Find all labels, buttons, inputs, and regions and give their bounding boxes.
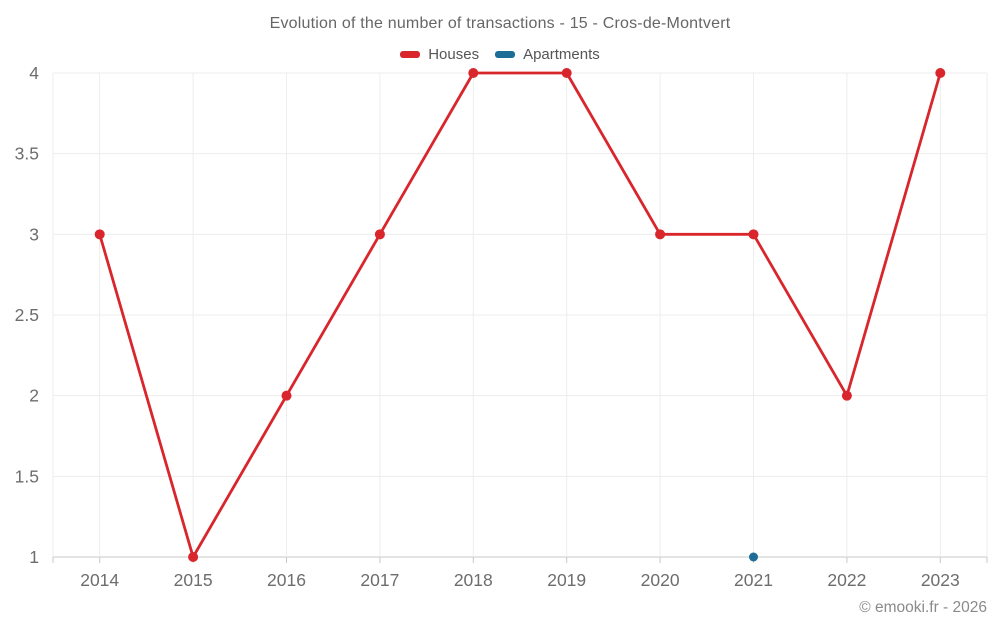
x-axis-label: 2016 [267,570,306,590]
legend-label-apartments: Apartments [523,46,600,63]
watermark: © emooki.fr - 2026 [859,599,987,616]
legend-item-houses[interactable]: Houses [400,46,479,63]
y-axis-label: 3 [29,224,39,244]
x-axis-label: 2017 [360,570,399,590]
data-point-houses [188,552,199,562]
data-point-houses [561,68,572,78]
x-axis-label: 2019 [547,570,586,590]
data-point-houses [655,229,666,240]
y-axis-label: 3.5 [15,144,39,164]
series-line-houses [98,71,942,559]
y-axis-label: 1.5 [15,466,39,486]
data-point-houses [94,229,105,240]
x-axis-label: 2015 [174,570,213,590]
y-axis-label: 2 [29,386,39,406]
x-axis-label: 2023 [921,570,960,590]
data-point-houses [468,68,479,78]
x-axis-label: 2020 [641,570,680,590]
x-axis-label: 2022 [827,570,866,590]
data-point-houses [841,390,852,401]
data-point-apartments [749,552,758,562]
x-axis-label: 2014 [80,570,119,590]
y-axis-label: 4 [29,63,39,83]
legend-label-houses: Houses [428,46,480,63]
data-point-houses [281,390,292,401]
y-axis-label: 1 [29,547,39,567]
data-point-houses [374,229,385,240]
apartments-series-swatch-icon [495,51,516,58]
x-axis-label: 2021 [734,570,773,590]
houses-series-swatch-icon [400,51,421,58]
data-point-houses [748,229,759,240]
legend-item-apartments[interactable]: Apartments [495,46,600,63]
chart-legend: Houses Apartments [0,46,1000,63]
data-point-houses [935,68,946,78]
x-axis-label: 2018 [454,570,493,590]
y-axis-label: 2.5 [15,305,39,325]
chart-title: Evolution of the number of transactions … [269,15,731,32]
